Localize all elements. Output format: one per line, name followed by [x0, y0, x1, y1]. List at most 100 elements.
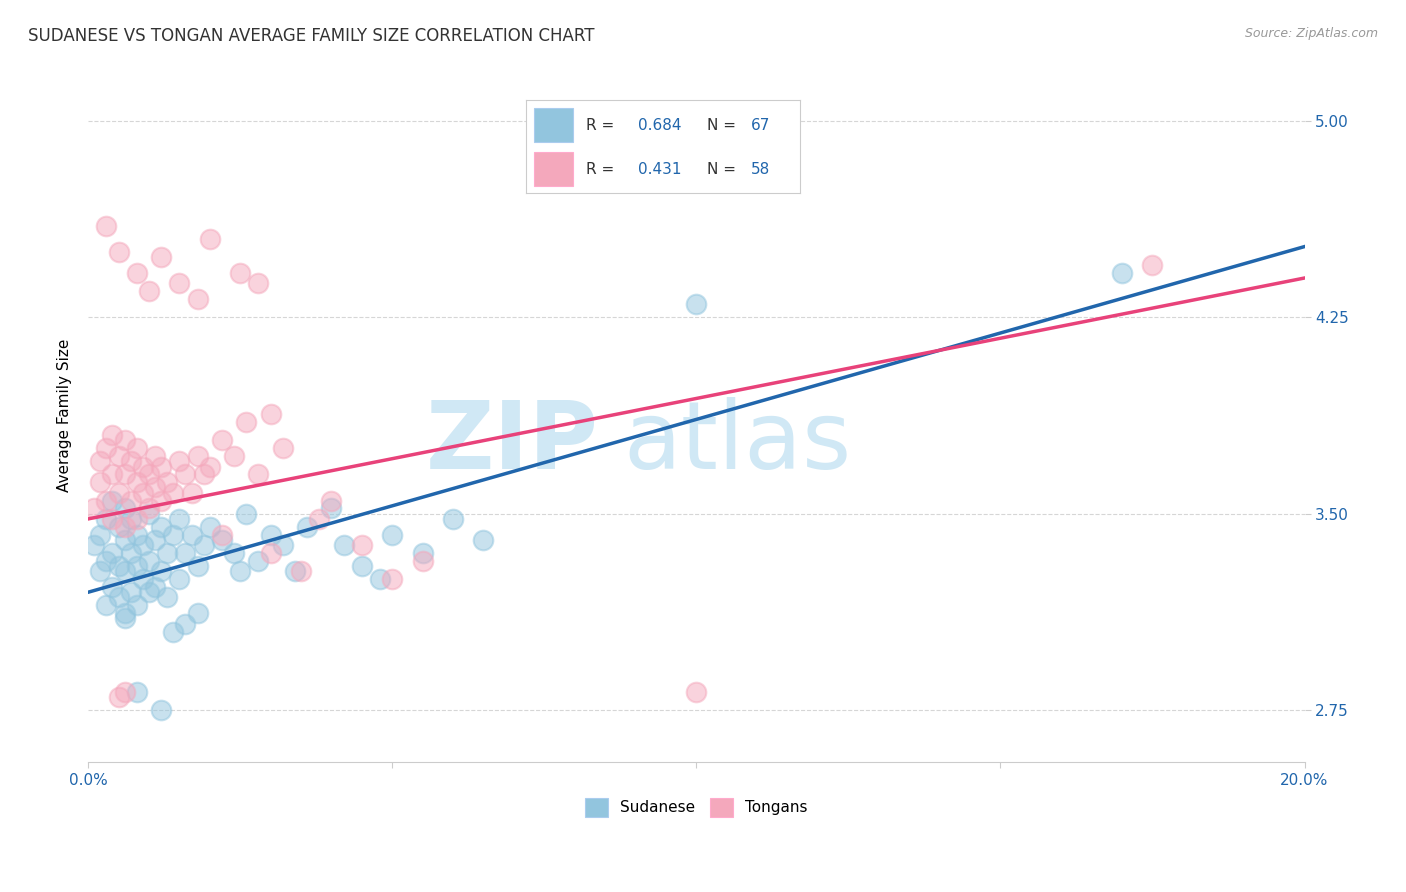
Point: [198, 459, 221, 474]
Point: [156, 591, 179, 605]
Point: [132, 485, 155, 500]
Point: [1142, 258, 1164, 272]
Point: [441, 512, 464, 526]
Point: [235, 507, 257, 521]
Point: [83, 538, 105, 552]
Point: [180, 485, 202, 500]
Point: [114, 533, 136, 547]
Point: [321, 501, 343, 516]
Point: [162, 527, 184, 541]
Point: [138, 501, 160, 516]
Point: [107, 520, 129, 534]
Text: Source: ZipAtlas.com: Source: ZipAtlas.com: [1244, 27, 1378, 40]
Point: [150, 493, 173, 508]
Point: [120, 493, 142, 508]
Point: [174, 467, 197, 482]
Text: SUDANESE VS TONGAN AVERAGE FAMILY SIZE CORRELATION CHART: SUDANESE VS TONGAN AVERAGE FAMILY SIZE C…: [28, 27, 595, 45]
Point: [156, 546, 179, 560]
Point: [150, 459, 173, 474]
Point: [138, 585, 160, 599]
Point: [259, 546, 281, 560]
Point: [101, 493, 124, 508]
Point: [96, 493, 118, 508]
Point: [143, 533, 166, 547]
Point: [143, 449, 166, 463]
Point: [259, 527, 281, 541]
Point: [114, 467, 136, 482]
Point: [96, 599, 118, 613]
Point: [107, 591, 129, 605]
Point: [132, 538, 155, 552]
Point: [412, 554, 434, 568]
Text: ZIP: ZIP: [426, 397, 599, 489]
Point: [187, 606, 209, 620]
Point: [187, 449, 209, 463]
Point: [169, 277, 191, 291]
Point: [308, 512, 330, 526]
Point: [150, 520, 173, 534]
Point: [180, 527, 202, 541]
Point: [138, 284, 160, 298]
Point: [187, 559, 209, 574]
Point: [120, 585, 142, 599]
Point: [271, 538, 294, 552]
Point: [96, 219, 118, 233]
Point: [162, 624, 184, 639]
Point: [174, 616, 197, 631]
Point: [290, 564, 312, 578]
Point: [89, 527, 111, 541]
Text: atlas: atlas: [623, 397, 852, 489]
Point: [138, 554, 160, 568]
Point: [211, 434, 233, 448]
Point: [169, 572, 191, 586]
Point: [143, 481, 166, 495]
Point: [150, 564, 173, 578]
Point: [350, 538, 373, 552]
Point: [162, 485, 184, 500]
Point: [224, 449, 246, 463]
Point: [211, 527, 233, 541]
Point: [193, 538, 215, 552]
Point: [259, 407, 281, 421]
Point: [169, 512, 191, 526]
Point: [114, 606, 136, 620]
Point: [198, 520, 221, 534]
Point: [120, 546, 142, 560]
Point: [685, 684, 707, 698]
Point: [101, 580, 124, 594]
Point: [125, 266, 148, 280]
Point: [96, 512, 118, 526]
Point: [96, 554, 118, 568]
Point: [198, 232, 221, 246]
Point: [125, 527, 148, 541]
Point: [114, 434, 136, 448]
Point: [101, 428, 124, 442]
Point: [114, 611, 136, 625]
Point: [101, 546, 124, 560]
Point: [169, 454, 191, 468]
Point: [368, 572, 391, 586]
Point: [187, 292, 209, 306]
Point: [211, 533, 233, 547]
Point: [125, 559, 148, 574]
Point: [229, 564, 252, 578]
Legend: Sudanese, Tongans: Sudanese, Tongans: [576, 790, 815, 824]
Point: [284, 564, 307, 578]
Point: [125, 512, 148, 526]
Point: [125, 475, 148, 490]
Point: [685, 297, 707, 311]
Point: [125, 441, 148, 455]
Point: [472, 533, 495, 547]
Point: [224, 546, 246, 560]
Point: [332, 538, 354, 552]
Point: [143, 580, 166, 594]
Point: [1111, 266, 1133, 280]
Point: [295, 520, 318, 534]
Point: [83, 501, 105, 516]
Point: [120, 512, 142, 526]
Point: [114, 520, 136, 534]
Point: [156, 475, 179, 490]
Point: [89, 454, 111, 468]
Point: [247, 554, 270, 568]
Point: [107, 690, 129, 704]
